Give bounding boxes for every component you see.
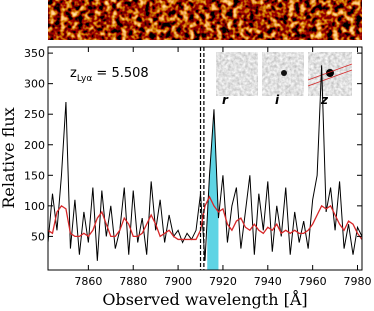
annotation-main: z [70, 66, 77, 81]
inset-r [216, 52, 258, 96]
emission-highlight [207, 109, 219, 270]
x-tick-label: 7960 [299, 275, 327, 288]
x-tick-label: 7980 [344, 275, 372, 288]
y-tick-label: 350 [24, 47, 45, 60]
x-tick-label: 7900 [164, 275, 192, 288]
x-axis-label: Observed wavelength [Å] [102, 289, 307, 309]
y-tick-label: 50 [31, 230, 45, 243]
annotation-sub: Lyα [77, 74, 93, 84]
annotation-rest: = 5.508 [92, 66, 148, 81]
y-tick-label: 250 [24, 108, 45, 121]
x-tick-label: 7920 [209, 275, 237, 288]
insets [216, 52, 353, 96]
y-tick-label: 150 [24, 169, 45, 182]
inset-source [281, 70, 287, 76]
y-tick-label: 200 [24, 139, 45, 152]
y-tick-label: 100 [24, 200, 45, 213]
y-tick-label: 300 [24, 78, 45, 91]
inset-label: z [320, 93, 329, 107]
slit-line [307, 63, 353, 81]
plot-marks [48, 47, 362, 270]
y-axis-label: Relative flux [0, 107, 18, 208]
plot-frame [47, 46, 363, 271]
inset-label: r [222, 93, 229, 107]
spectrum-2d [48, 0, 362, 40]
x-tick-label: 7880 [119, 275, 147, 288]
slit-line [307, 69, 353, 87]
noise-line [48, 195, 362, 241]
x-tick-label: 7940 [254, 275, 282, 288]
inset-label: i [275, 93, 280, 107]
x-tick-label: 7860 [74, 275, 102, 288]
redshift-annotation: zLyα = 5.508 [70, 66, 149, 84]
